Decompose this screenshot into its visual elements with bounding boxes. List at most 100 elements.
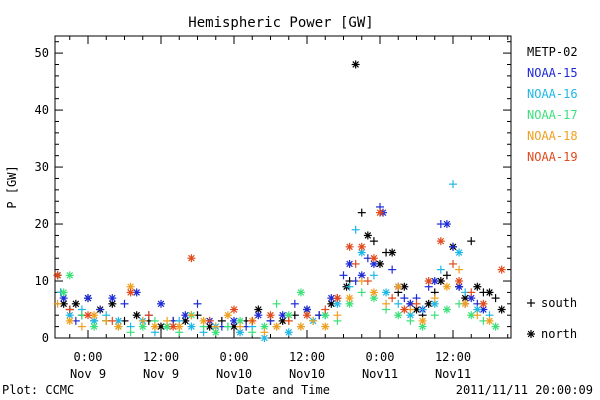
north-point-noaa-15 [254, 311, 263, 320]
south-point-noaa-19 [248, 316, 257, 325]
north-point-metp-02 [485, 288, 494, 297]
south-point-noaa-18 [260, 328, 269, 337]
north-point-noaa-15 [442, 220, 451, 229]
north-point-noaa-19 [479, 299, 488, 308]
south-point-noaa-18 [211, 322, 220, 331]
north-point-noaa-16 [333, 299, 342, 308]
x-tick-time: 12:00 [435, 350, 471, 364]
x-tick-time: 0:00 [366, 350, 395, 364]
north-point-noaa-18 [442, 282, 451, 291]
x-tick-date: Nov 9 [143, 367, 179, 381]
north-point-noaa-18 [296, 322, 305, 331]
north-point-noaa-16 [382, 288, 391, 297]
south-point-noaa-18 [430, 294, 439, 303]
south-point-noaa-17 [272, 299, 281, 308]
south-point-noaa-16 [394, 299, 403, 308]
south-point-noaa-18 [163, 316, 172, 325]
south-point-noaa-19 [351, 259, 360, 268]
south-point-noaa-17 [357, 288, 366, 297]
marker-legend: south north [527, 296, 577, 341]
south-point-noaa-19 [412, 299, 421, 308]
north-point-noaa-15 [59, 294, 68, 303]
north-point-noaa-18 [345, 294, 354, 303]
north-point-noaa-15 [84, 294, 92, 303]
south-point-noaa-19 [65, 305, 74, 314]
north-point-metp-02 [388, 248, 397, 257]
south-point-metp-02 [467, 237, 476, 246]
south-point-noaa-18 [77, 322, 86, 331]
north-point-noaa-19 [424, 277, 433, 286]
north-point-noaa-19 [455, 277, 464, 286]
south-point-noaa-17 [406, 316, 415, 325]
north-point-metp-02 [71, 299, 80, 308]
north-point-noaa-15 [108, 294, 117, 303]
north-point-noaa-19 [369, 254, 378, 263]
marker-swatch-south [527, 299, 535, 307]
south-point-noaa-18 [382, 299, 391, 308]
north-point-noaa-16 [284, 328, 293, 337]
south-point-metp-02 [369, 237, 378, 246]
south-point-noaa-16 [449, 180, 457, 189]
x-tick-date: Nov10 [216, 367, 252, 381]
north-point-noaa-17 [491, 322, 500, 331]
legend-entry-noaa-17: NOAA-17 [527, 108, 578, 122]
south-point-metp-02 [442, 271, 451, 280]
north-point-noaa-15 [132, 288, 141, 297]
north-point-noaa-19 [497, 265, 506, 274]
north-point-noaa-18 [175, 322, 184, 331]
north-point-metp-02 [59, 299, 68, 308]
south-point-noaa-15 [449, 242, 457, 251]
south-point-noaa-18 [187, 311, 196, 320]
south-point-noaa-19 [284, 316, 293, 325]
legend: METP-02 NOAA-15 NOAA-16 NOAA-17 NOAA-18 NOAA-… [527, 45, 578, 164]
legend-entry-noaa-16: NOAA-16 [527, 87, 578, 101]
x-tick-date: Nov11 [435, 367, 471, 381]
north-point-noaa-19 [169, 322, 178, 331]
plot-credit: Plot: CCMC [2, 383, 74, 397]
north-point-metp-02 [351, 60, 360, 69]
south-point-noaa-16 [369, 271, 378, 280]
data-points [53, 60, 506, 342]
north-point-noaa-18 [65, 316, 74, 325]
south-point-noaa-19 [449, 259, 457, 268]
south-point-noaa-15 [193, 299, 202, 308]
south-point-noaa-17 [430, 311, 439, 320]
north-point-noaa-17 [59, 288, 68, 297]
south-point-noaa-19 [388, 294, 397, 303]
north-point-noaa-19 [303, 311, 311, 320]
north-point-noaa-19 [357, 242, 366, 251]
south-point-noaa-15 [400, 294, 409, 303]
marker-label-south: south [541, 296, 577, 310]
x-tick-time: 12:00 [289, 350, 325, 364]
south-point-noaa-18 [455, 265, 464, 274]
north-point-noaa-18 [394, 282, 403, 291]
legend-entry-noaa-19: NOAA-19 [527, 150, 578, 164]
x-tick-date: Nov 9 [70, 367, 106, 381]
south-point-noaa-15 [339, 271, 348, 280]
north-point-noaa-18 [114, 322, 123, 331]
south-point-noaa-18 [473, 311, 482, 320]
north-point-metp-02 [473, 282, 482, 291]
y-tick-label: 20 [35, 217, 49, 231]
south-point-noaa-19 [321, 305, 330, 314]
north-point-noaa-17 [296, 288, 305, 297]
south-point-noaa-18 [309, 316, 318, 325]
south-point-noaa-18 [333, 311, 342, 320]
north-point-noaa-18 [321, 322, 330, 331]
marker-label-north: north [541, 327, 577, 341]
x-tick-time: 12:00 [143, 350, 179, 364]
x-tick-date: Nov11 [362, 367, 398, 381]
south-point-noaa-15 [290, 299, 299, 308]
north-point-noaa-17 [90, 322, 99, 331]
north-point-noaa-19 [126, 288, 135, 297]
north-point-noaa-18 [272, 322, 281, 331]
north-point-noaa-17 [65, 271, 74, 280]
plot-frame [54, 35, 512, 339]
north-point-noaa-17 [442, 305, 451, 314]
north-point-noaa-16 [455, 248, 464, 257]
legend-entry-noaa-15: NOAA-15 [527, 66, 578, 80]
north-point-noaa-19 [436, 237, 445, 246]
south-point-noaa-17 [223, 322, 232, 331]
x-tick-time: 0:00 [220, 350, 249, 364]
